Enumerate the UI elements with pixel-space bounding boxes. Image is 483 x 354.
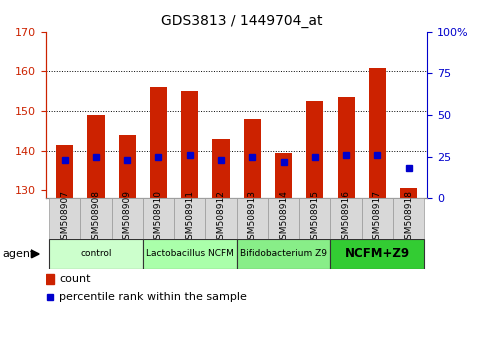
Text: GSM508912: GSM508912 — [216, 190, 226, 245]
Text: GSM508910: GSM508910 — [154, 190, 163, 245]
Text: GSM508918: GSM508918 — [404, 190, 413, 245]
Bar — [330, 239, 425, 269]
Bar — [362, 198, 393, 239]
Text: percentile rank within the sample: percentile rank within the sample — [59, 292, 247, 302]
Text: Bifidobacterium Z9: Bifidobacterium Z9 — [240, 250, 327, 258]
Bar — [181, 91, 199, 198]
Text: Lactobacillus NCFM: Lactobacillus NCFM — [146, 250, 234, 258]
Text: GDS3813 / 1449704_at: GDS3813 / 1449704_at — [161, 14, 322, 28]
Bar — [143, 198, 174, 239]
Bar — [174, 198, 205, 239]
Bar — [400, 188, 417, 198]
Bar — [150, 87, 167, 198]
Bar — [330, 198, 362, 239]
Bar — [49, 198, 80, 239]
Text: count: count — [59, 274, 91, 284]
Text: GSM508907: GSM508907 — [60, 190, 69, 245]
Bar — [46, 274, 54, 284]
Bar — [237, 239, 330, 269]
Bar — [369, 68, 386, 198]
Text: GSM508909: GSM508909 — [123, 190, 132, 245]
Bar — [205, 198, 237, 239]
Bar — [244, 119, 261, 198]
Bar — [237, 198, 268, 239]
Text: agent: agent — [2, 249, 35, 259]
Text: GSM508917: GSM508917 — [373, 190, 382, 245]
Bar — [56, 145, 73, 198]
Text: GSM508913: GSM508913 — [248, 190, 257, 245]
Text: control: control — [80, 250, 112, 258]
Bar — [213, 139, 229, 198]
Text: GSM508914: GSM508914 — [279, 190, 288, 245]
Bar — [80, 198, 112, 239]
Bar — [112, 198, 143, 239]
Bar — [119, 135, 136, 198]
Bar — [143, 239, 237, 269]
Text: GSM508915: GSM508915 — [311, 190, 319, 245]
Bar — [87, 115, 104, 198]
Bar — [275, 153, 292, 198]
Text: GSM508911: GSM508911 — [185, 190, 194, 245]
Text: GSM508916: GSM508916 — [341, 190, 351, 245]
Bar — [299, 198, 330, 239]
Bar — [338, 97, 355, 198]
Bar — [393, 198, 425, 239]
Text: GSM508908: GSM508908 — [91, 190, 100, 245]
Bar — [306, 101, 324, 198]
Bar — [268, 198, 299, 239]
Text: NCFM+Z9: NCFM+Z9 — [345, 247, 410, 261]
Bar — [49, 239, 143, 269]
